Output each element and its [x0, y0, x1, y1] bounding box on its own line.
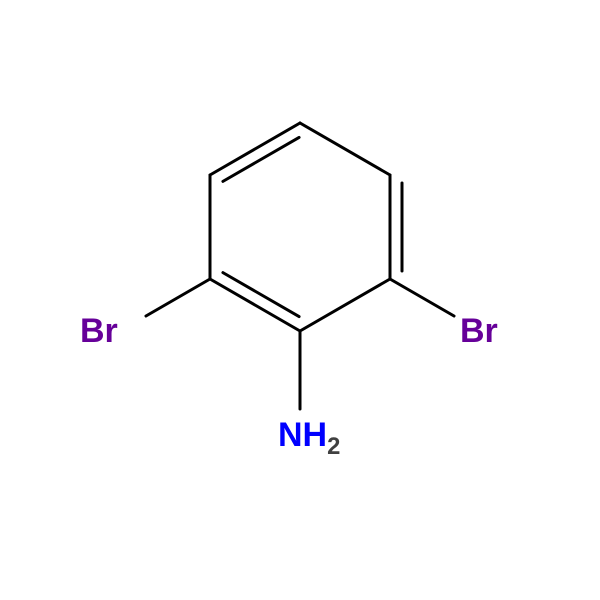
hydrogen-subscript: 2 — [327, 433, 340, 460]
br-left-text: Br — [80, 312, 118, 350]
amine-label: NH2 — [278, 416, 340, 461]
molecule-canvas — [0, 0, 600, 600]
bromine-left-label: Br — [80, 312, 118, 351]
bromine-right-label: Br — [460, 312, 498, 351]
nitrogen-text: NH — [278, 416, 327, 454]
br-right-text: Br — [460, 312, 498, 350]
